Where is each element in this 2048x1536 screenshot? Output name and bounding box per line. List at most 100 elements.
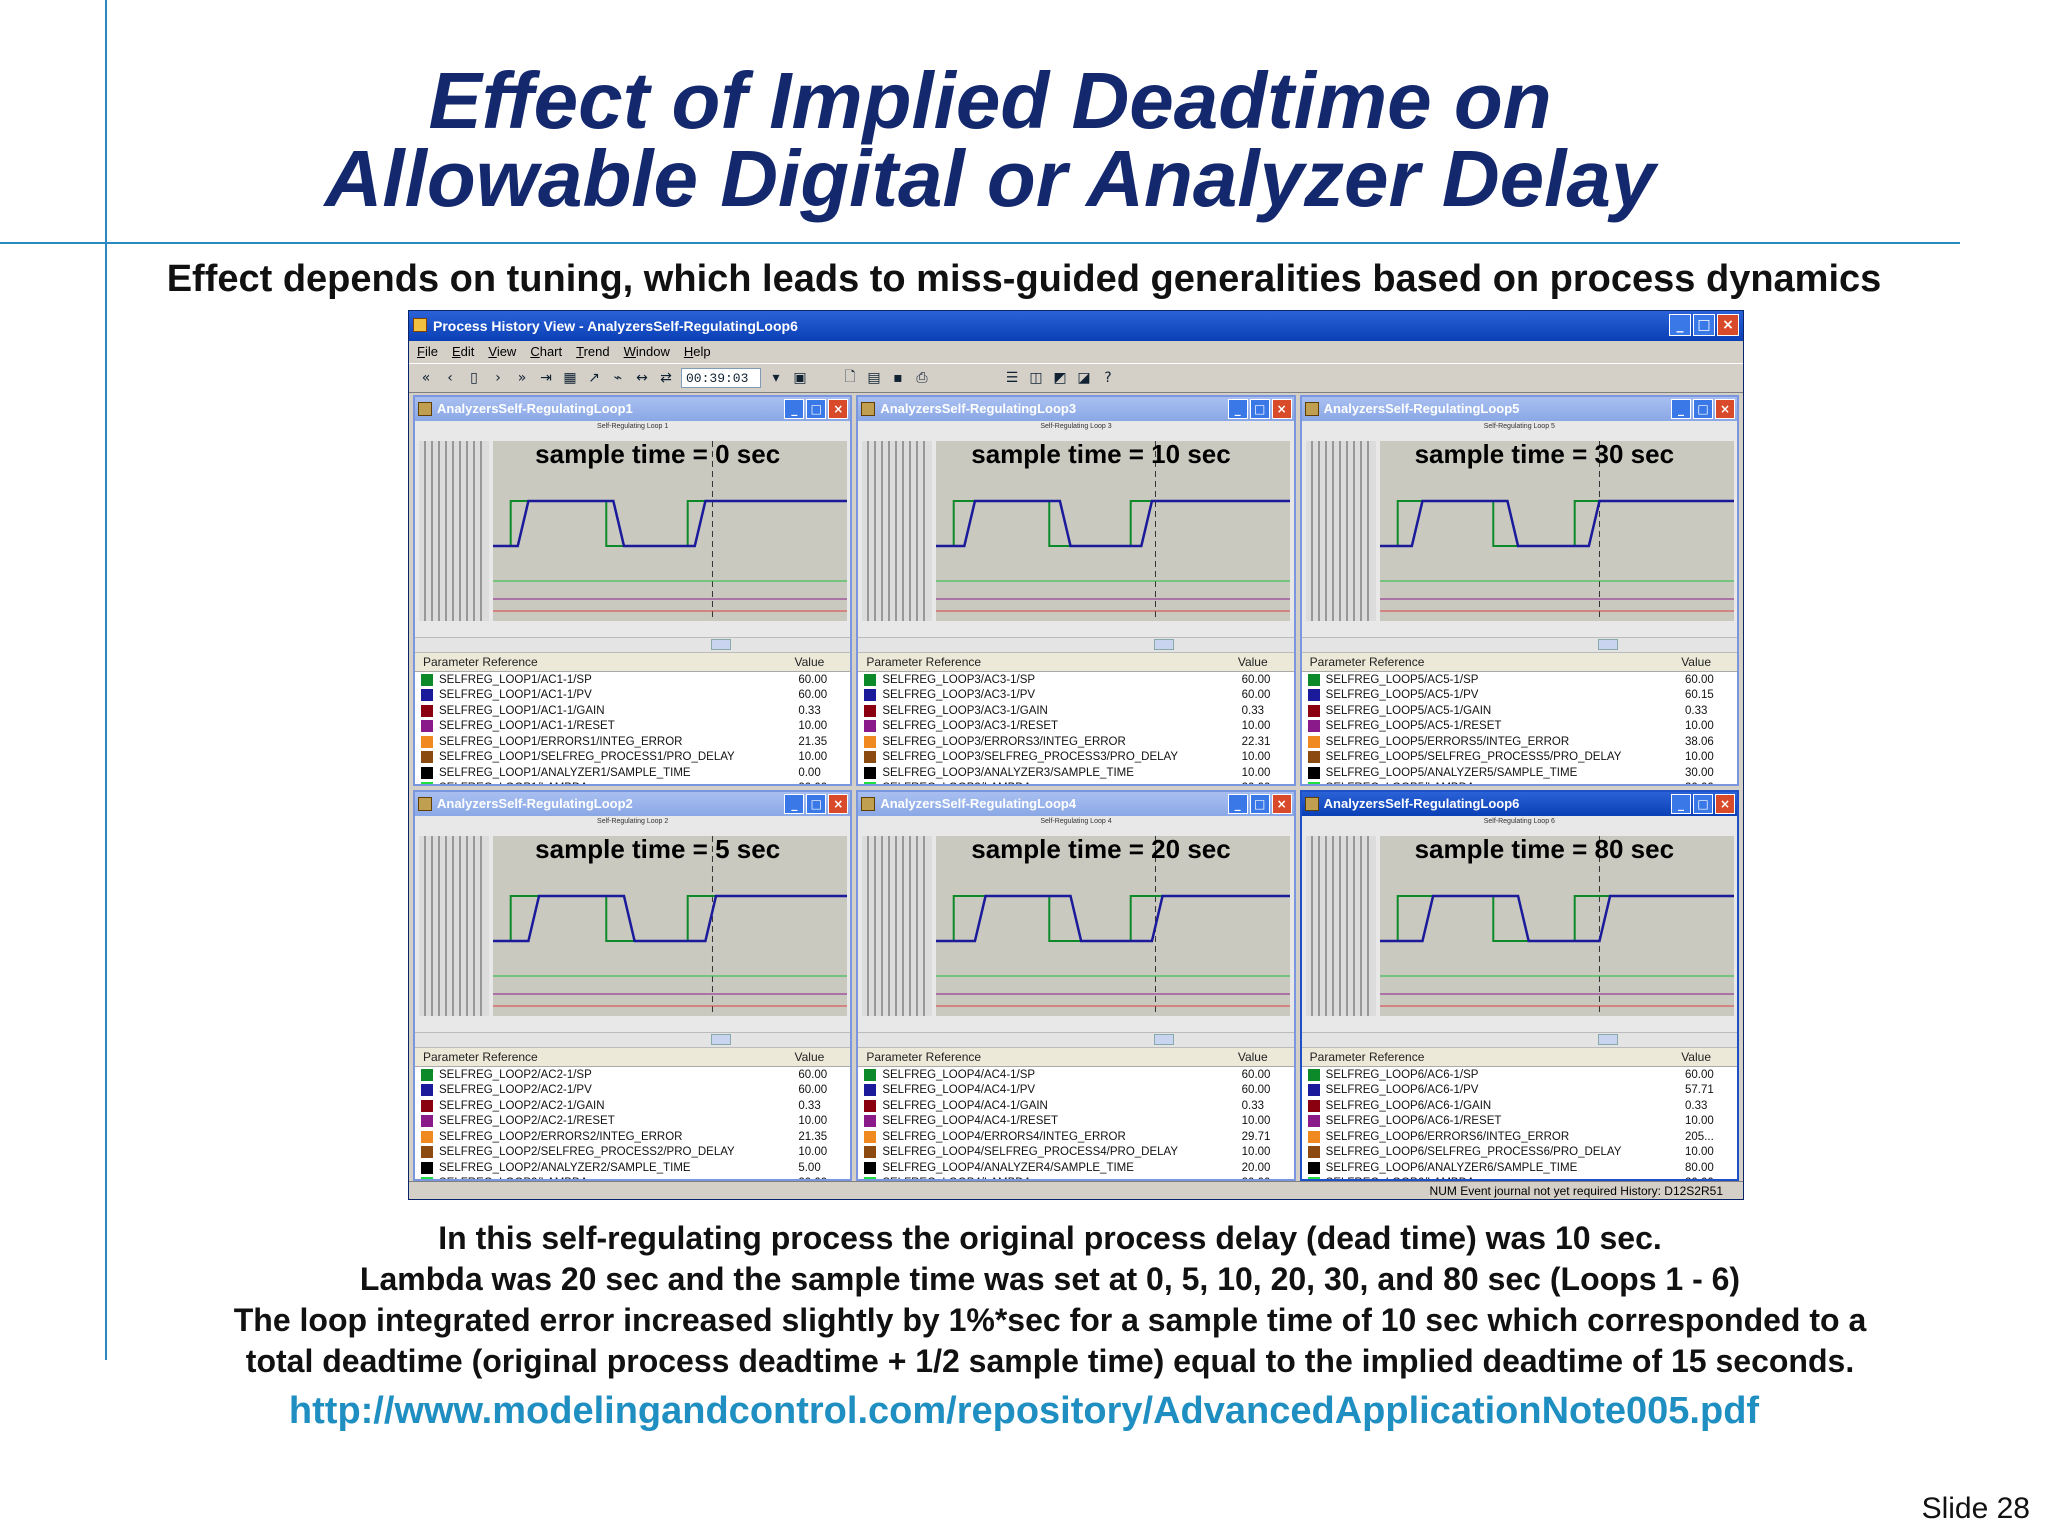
horizontal-scrollbar[interactable] (858, 1032, 1294, 1048)
maximize-icon[interactable]: □ (806, 399, 827, 419)
parameter-row[interactable]: SELFREG_LOOP2/ERRORS2/INTEG_ERROR 21.35 (415, 1129, 850, 1145)
maximize-icon[interactable]: □ (1693, 794, 1713, 814)
trend-chart[interactable]: Self-Regulating Loop 1 sample time = 0 s… (415, 421, 851, 637)
trend-chart[interactable]: Self-Regulating Loop 6 sample time = 80 … (1301, 816, 1737, 1032)
parameter-row[interactable]: SELFREG_LOOP5/ERRORS5/INTEG_ERROR 38.06 (1302, 734, 1737, 750)
parameter-row[interactable]: SELFREG_LOOP1/AC1-1/RESET 10.00 (415, 719, 850, 735)
parameter-row[interactable]: SELFREG_LOOP6/AC6-1/GAIN 0.33 (1302, 1098, 1737, 1114)
lock-icon[interactable]: ◪ (1077, 370, 1091, 386)
rewind-icon[interactable]: ‹ (447, 370, 453, 386)
close-icon[interactable]: × (1271, 399, 1292, 419)
minimize-icon[interactable]: _ (1227, 794, 1248, 814)
process-history-window[interactable]: Process History View - AnalyzersSelf-Reg… (408, 310, 1744, 1200)
menu-file[interactable]: File (417, 344, 438, 359)
close-icon[interactable]: × (828, 794, 849, 814)
repository-link[interactable]: http://www.modelingandcontrol.com/reposi… (288, 1390, 1760, 1432)
close-icon[interactable]: × (1715, 794, 1735, 814)
parameter-row[interactable]: SELFREG_LOOP3/SELFREG_PROCESS3/PRO_DELAY… (858, 750, 1293, 766)
refresh-icon[interactable]: ▣ (793, 370, 807, 386)
parameter-row[interactable]: SELFREG_LOOP2/ANALYZER2/SAMPLE_TIME 5.00 (415, 1160, 850, 1176)
parameter-row[interactable]: SELFREG_LOOP2/AC2-1/PV 60.00 (415, 1083, 850, 1099)
minimize-icon[interactable]: _ (784, 794, 805, 814)
zoom-out-icon[interactable]: ⇄ (660, 370, 672, 386)
menu-chart[interactable]: Chart (530, 344, 563, 359)
parameter-row[interactable]: SELFREG_LOOP3/ERRORS3/INTEG_ERROR 22.31 (858, 734, 1293, 750)
parameter-row[interactable]: SELFREG_LOOP1/ANALYZER1/SAMPLE_TIME 0.00 (415, 765, 850, 781)
parameter-row[interactable]: SELFREG_LOOP3/AC3-1/SP 60.00 (858, 672, 1293, 688)
trend-pane[interactable]: AnalyzersSelf-RegulatingLoop1 _ □ × Self… (413, 395, 853, 786)
new-icon[interactable]: 🗋 (844, 369, 856, 385)
trend-icon[interactable]: ▦ (563, 370, 577, 386)
end-icon[interactable]: ⇥ (540, 370, 552, 386)
parameter-row[interactable]: SELFREG_LOOP1/SELFREG_PROCESS1/PRO_DELAY… (415, 750, 850, 766)
maximize-icon[interactable]: □ (1693, 399, 1713, 419)
horizontal-scrollbar[interactable] (1301, 637, 1737, 653)
parameter-row[interactable]: SELFREG_LOOP4/AC4-1/GAIN 0.33 (858, 1098, 1293, 1114)
trend-pane[interactable]: AnalyzersSelf-RegulatingLoop3 _ □ × Self… (856, 395, 1296, 786)
parameter-row[interactable]: SELFREG_LOOP4/LAMBDA 20.00 (858, 1176, 1293, 1179)
save-icon[interactable]: ▪ (893, 370, 903, 386)
menu-edit[interactable]: Edit (451, 344, 475, 359)
parameter-row[interactable]: SELFREG_LOOP3/AC3-1/PV 60.00 (858, 688, 1293, 704)
close-icon[interactable]: × (1717, 314, 1739, 336)
pause-icon[interactable]: ▯ (470, 370, 478, 386)
forward-icon[interactable]: › (495, 370, 501, 386)
parameter-row[interactable]: SELFREG_LOOP2/AC2-1/RESET 10.00 (415, 1114, 850, 1130)
parameter-row[interactable]: SELFREG_LOOP3/AC3-1/RESET 10.00 (858, 719, 1293, 735)
trend-chart[interactable]: Self-Regulating Loop 5 sample time = 30 … (1301, 421, 1737, 637)
tile-icon[interactable]: ☰ (1005, 370, 1019, 386)
parameter-row[interactable]: SELFREG_LOOP4/AC4-1/PV 60.00 (858, 1083, 1293, 1099)
parameter-row[interactable]: SELFREG_LOOP6/ANALYZER6/SAMPLE_TIME 80.0… (1302, 1160, 1737, 1176)
horizontal-scrollbar[interactable] (858, 637, 1294, 653)
parameter-row[interactable]: SELFREG_LOOP2/AC2-1/SP 60.00 (415, 1067, 850, 1083)
parameter-row[interactable]: SELFREG_LOOP5/AC5-1/RESET 10.00 (1302, 719, 1737, 735)
horizontal-scrollbar[interactable] (1301, 1032, 1737, 1048)
parameter-row[interactable]: SELFREG_LOOP5/AC5-1/SP 60.00 (1302, 672, 1737, 688)
pane-titlebar[interactable]: AnalyzersSelf-RegulatingLoop3 _ □ × (858, 397, 1294, 421)
help-icon[interactable]: ? (1104, 370, 1112, 386)
maximize-icon[interactable]: □ (806, 794, 827, 814)
open-icon[interactable]: ▤ (867, 370, 881, 386)
cursor-icon[interactable]: ↗ (588, 370, 600, 386)
parameter-row[interactable]: SELFREG_LOOP1/AC1-1/SP 60.00 (415, 672, 850, 688)
trend-pane[interactable]: AnalyzersSelf-RegulatingLoop2 _ □ × Self… (413, 790, 853, 1181)
minimize-icon[interactable]: _ (1671, 399, 1691, 419)
menu-trend[interactable]: Trend (576, 344, 610, 359)
trend-pane[interactable]: AnalyzersSelf-RegulatingLoop5 _ □ × Self… (1299, 395, 1739, 786)
parameter-row[interactable]: SELFREG_LOOP6/ERRORS6/INTEG_ERROR 205... (1302, 1129, 1737, 1145)
parameter-row[interactable]: SELFREG_LOOP6/AC6-1/SP 60.00 (1302, 1067, 1737, 1083)
parameter-row[interactable]: SELFREG_LOOP5/ANALYZER5/SAMPLE_TIME 30.0… (1302, 765, 1737, 781)
parameter-row[interactable]: SELFREG_LOOP4/AC4-1/RESET 10.00 (858, 1114, 1293, 1130)
scroll-thumb[interactable] (1597, 639, 1618, 650)
parameter-row[interactable]: SELFREG_LOOP1/AC1-1/GAIN 0.33 (415, 703, 850, 719)
trend-chart[interactable]: Self-Regulating Loop 4 sample time = 20 … (858, 816, 1294, 1032)
book-icon[interactable]: ◩ (1053, 370, 1067, 386)
menu-view[interactable]: View (488, 344, 517, 359)
minimize-icon[interactable]: _ (1669, 314, 1691, 336)
parameter-row[interactable]: SELFREG_LOOP4/ANALYZER4/SAMPLE_TIME 20.0… (858, 1160, 1293, 1176)
parameter-row[interactable]: SELFREG_LOOP3/LAMBDA 20.00 (858, 781, 1293, 784)
chart-icon[interactable]: ⌁ (613, 370, 623, 386)
scroll-thumb[interactable] (1597, 1034, 1618, 1045)
pane-titlebar[interactable]: AnalyzersSelf-RegulatingLoop4 _ □ × (858, 792, 1294, 816)
close-icon[interactable]: × (828, 399, 849, 419)
parameter-row[interactable]: SELFREG_LOOP5/AC5-1/PV 60.15 (1302, 688, 1737, 704)
menu-window[interactable]: Window (623, 344, 670, 359)
trend-pane[interactable]: AnalyzersSelf-RegulatingLoop4 _ □ × Self… (856, 790, 1296, 1181)
print-icon[interactable]: ⎙ (916, 370, 928, 386)
parameter-row[interactable]: SELFREG_LOOP5/LAMBDA 20.00 (1302, 781, 1737, 784)
parameter-row[interactable]: SELFREG_LOOP6/SELFREG_PROCESS6/PRO_DELAY… (1302, 1145, 1737, 1161)
pane-titlebar[interactable]: AnalyzersSelf-RegulatingLoop1 _ □ × (415, 397, 851, 421)
trend-chart[interactable]: Self-Regulating Loop 3 sample time = 10 … (858, 421, 1294, 637)
cascade-icon[interactable]: ◫ (1029, 370, 1043, 386)
parameter-row[interactable]: SELFREG_LOOP3/ANALYZER3/SAMPLE_TIME 10.0… (858, 765, 1293, 781)
pane-titlebar[interactable]: AnalyzersSelf-RegulatingLoop6 _ □ × (1301, 792, 1737, 816)
parameter-row[interactable]: SELFREG_LOOP1/LAMBDA 20.00 (415, 781, 850, 784)
parameter-row[interactable]: SELFREG_LOOP1/ERRORS1/INTEG_ERROR 21.35 (415, 734, 850, 750)
pane-titlebar[interactable]: AnalyzersSelf-RegulatingLoop5 _ □ × (1301, 397, 1737, 421)
maximize-icon[interactable]: □ (1693, 314, 1715, 336)
scroll-thumb[interactable] (1154, 639, 1175, 650)
parameter-row[interactable]: SELFREG_LOOP6/LAMBDA 20.00 (1302, 1176, 1737, 1179)
close-icon[interactable]: × (1271, 794, 1292, 814)
window-titlebar[interactable]: Process History View - AnalyzersSelf-Reg… (409, 311, 1743, 341)
